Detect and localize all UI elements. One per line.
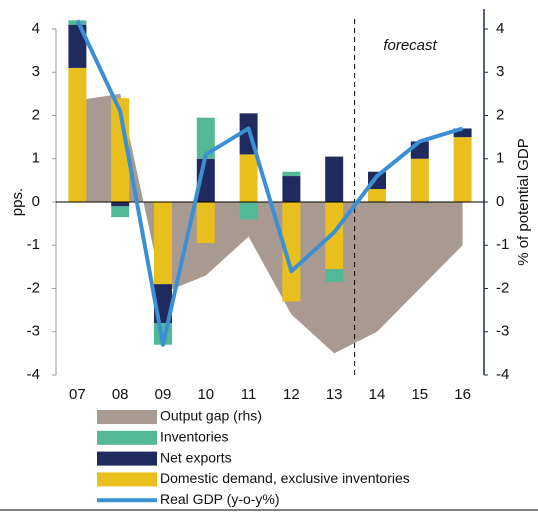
x-tick-label: 08 xyxy=(112,386,129,403)
bar xyxy=(282,176,301,202)
bar xyxy=(239,154,258,202)
x-tick-label: 09 xyxy=(155,386,172,403)
y2-tick-label: 1 xyxy=(496,150,504,167)
bar xyxy=(282,202,301,302)
y2-tick-label: -4 xyxy=(496,366,509,383)
legend-swatch xyxy=(97,430,157,445)
y-tick-label: -1 xyxy=(27,236,40,253)
legend-label: Output gap (rhs) xyxy=(160,408,262,424)
y2-tick-label: -2 xyxy=(496,279,509,296)
bar xyxy=(368,189,386,202)
bar xyxy=(68,24,87,68)
bar xyxy=(196,202,215,244)
legend-label: Net exports xyxy=(160,449,232,465)
y-tick-label: -2 xyxy=(27,279,40,296)
y-tick-label: 1 xyxy=(32,150,40,167)
y2-tick-label: -3 xyxy=(496,323,509,340)
bar xyxy=(154,202,172,285)
legend-swatch xyxy=(97,451,157,466)
y2-tick-label: 4 xyxy=(496,20,504,37)
bar xyxy=(325,202,344,270)
y-tick-label: 3 xyxy=(32,63,40,80)
bar xyxy=(282,171,301,177)
y-tick-label: -4 xyxy=(27,366,40,383)
y2-tick-label: 0 xyxy=(496,193,504,210)
legend-label: Domestic demand, exclusive inventories xyxy=(160,470,410,486)
bar xyxy=(410,158,429,202)
y-axis-label: pps. xyxy=(9,188,26,216)
bar xyxy=(111,98,130,202)
x-tick-label: 12 xyxy=(283,386,300,403)
x-tick-label: 16 xyxy=(454,386,471,403)
legend-swatch xyxy=(97,472,157,487)
legend-swatch xyxy=(97,410,157,424)
x-tick-label: 10 xyxy=(197,386,214,403)
forecast-annotation: forecast xyxy=(383,37,437,54)
y-tick-label: 0 xyxy=(32,193,40,210)
bar xyxy=(68,67,87,202)
y-tick-label: -3 xyxy=(27,323,40,340)
legend-label: Inventories xyxy=(160,429,228,445)
x-tick-label: 07 xyxy=(69,386,86,403)
legend-label: Real GDP (y-o-y%) xyxy=(160,491,280,507)
gdp-line xyxy=(75,19,464,347)
y-tick-label: 4 xyxy=(32,20,40,37)
bar xyxy=(239,202,258,220)
y2-tick-label: 2 xyxy=(496,106,504,123)
y2-axis-label: % of potential GDP xyxy=(515,138,532,266)
bar xyxy=(325,156,344,202)
bar xyxy=(453,128,472,138)
y2-tick-label: 3 xyxy=(496,63,504,80)
bar xyxy=(453,137,472,202)
bar xyxy=(325,269,344,283)
y-tick-label: 2 xyxy=(32,106,40,123)
output-gap-area xyxy=(77,93,463,354)
bar xyxy=(111,202,130,207)
x-tick-label: 11 xyxy=(241,386,257,403)
x-tick-label: 15 xyxy=(411,386,428,403)
x-tick-label: 14 xyxy=(369,386,386,403)
y2-tick-label: -1 xyxy=(496,236,509,253)
bar xyxy=(196,117,215,159)
bar xyxy=(111,206,130,218)
x-tick-label: 13 xyxy=(326,386,343,403)
